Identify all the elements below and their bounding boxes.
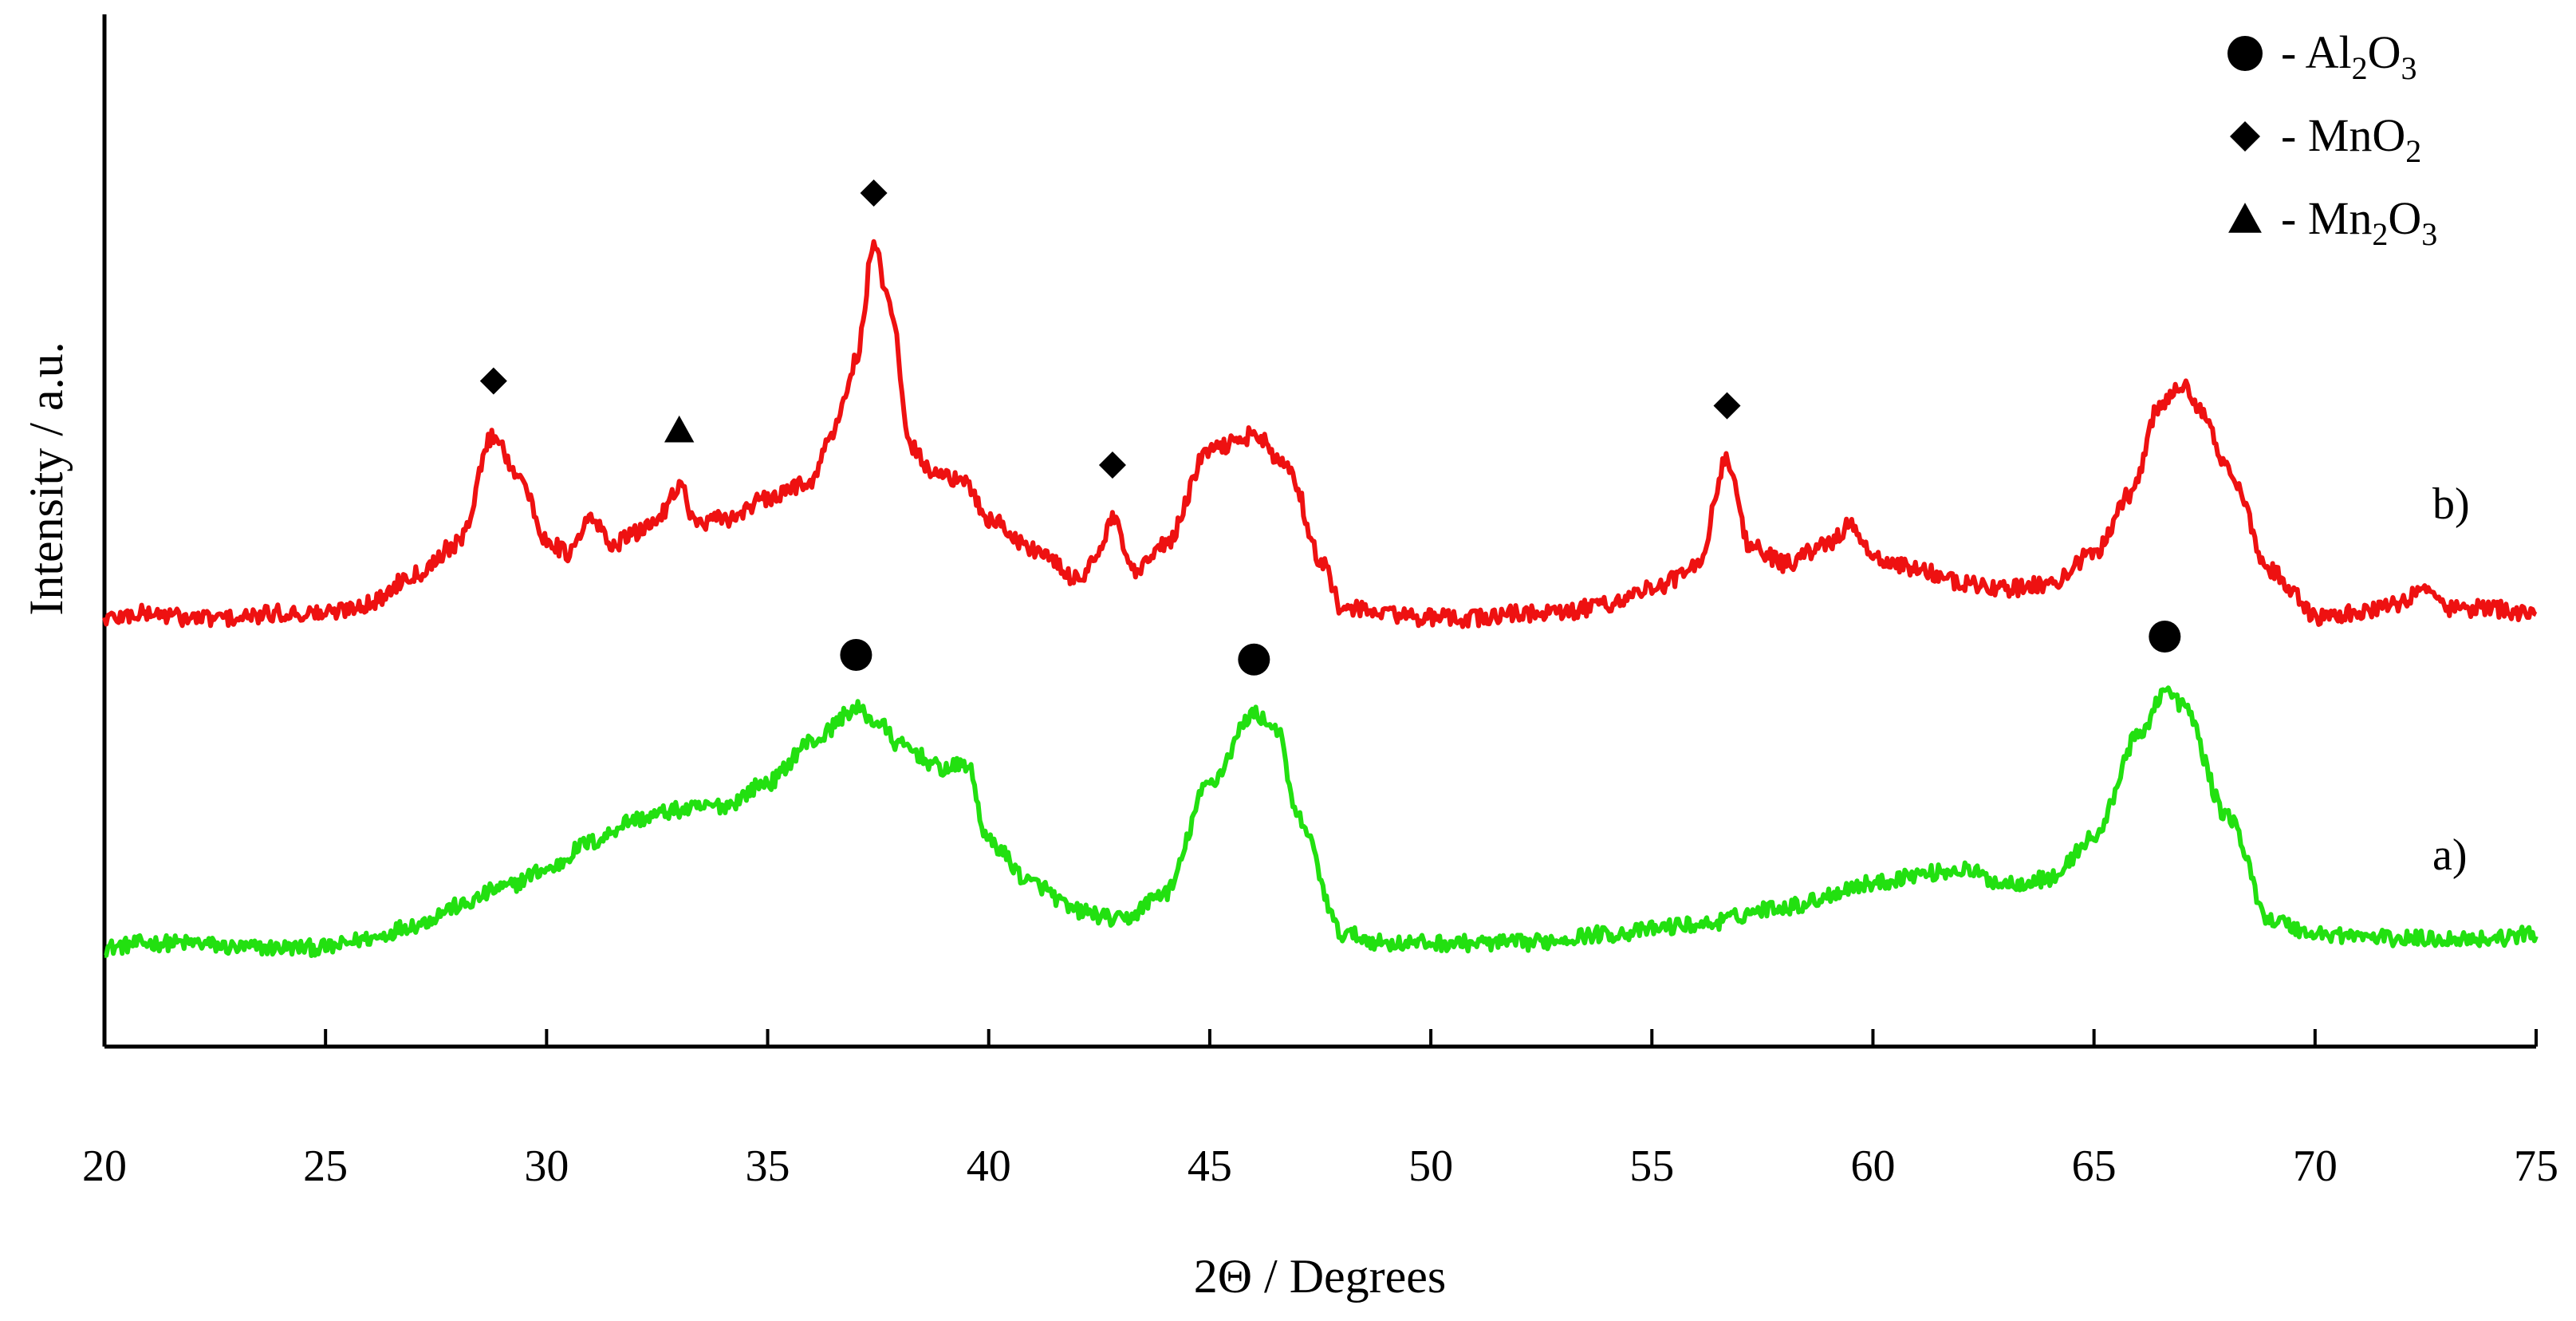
x-tick-label-60: 60 xyxy=(1850,1142,1895,1191)
x-tick-label-35: 35 xyxy=(746,1142,790,1191)
legend-label: - Mn2O3 xyxy=(2281,192,2437,252)
legend-diamond-icon xyxy=(2230,121,2260,152)
x-tick-label-30: 30 xyxy=(524,1142,569,1191)
circle-peak-marker xyxy=(1238,643,1270,676)
x-tick-label-75: 75 xyxy=(2514,1142,2558,1191)
x-tick-label-40: 40 xyxy=(967,1142,1011,1191)
series-label-b: b) xyxy=(2432,479,2470,529)
x-tick-label-50: 50 xyxy=(1408,1142,1453,1191)
x-axis-title: 2Θ / Degrees xyxy=(1194,1250,1447,1303)
circle-peak-marker xyxy=(840,639,872,671)
x-tick-label-70: 70 xyxy=(2293,1142,2338,1191)
circle-peak-marker xyxy=(2149,621,2181,653)
x-tick-label-65: 65 xyxy=(2072,1142,2117,1191)
x-tick-label-45: 45 xyxy=(1188,1142,1232,1191)
legend-label: - Al2O3 xyxy=(2281,26,2417,86)
diamond-peak-marker xyxy=(860,179,888,207)
x-tick-label-25: 25 xyxy=(303,1142,348,1191)
x-tick-label-20: 20 xyxy=(82,1142,127,1191)
series-layer xyxy=(102,239,2539,958)
triangle-peak-marker xyxy=(664,415,695,443)
diamond-peak-marker xyxy=(1098,452,1126,479)
series-label-a: a) xyxy=(2432,830,2468,880)
legend-circle-icon xyxy=(2227,36,2263,71)
y-axis-title: Intensity / a.u. xyxy=(20,341,73,615)
diamond-peak-marker xyxy=(1713,392,1741,420)
x-axis-tick-labels: 20 25 30 35 40 45 50 55 60 65 70 75 xyxy=(82,1142,2558,1191)
series-line-a xyxy=(104,685,2539,958)
x-axis-ticks xyxy=(103,1029,2538,1047)
legend: - Al2O3 - MnO2 - Mn2O3 xyxy=(2227,26,2437,252)
legend-label: - MnO2 xyxy=(2281,109,2421,169)
diamond-peak-marker xyxy=(479,367,507,395)
peak-markers xyxy=(479,179,2181,676)
legend-triangle-icon xyxy=(2228,203,2262,233)
x-tick-label-55: 55 xyxy=(1629,1142,1674,1191)
plot-area: 20 25 30 35 40 45 50 55 60 65 70 75 xyxy=(82,14,2558,1191)
series-line-b xyxy=(102,239,2538,629)
